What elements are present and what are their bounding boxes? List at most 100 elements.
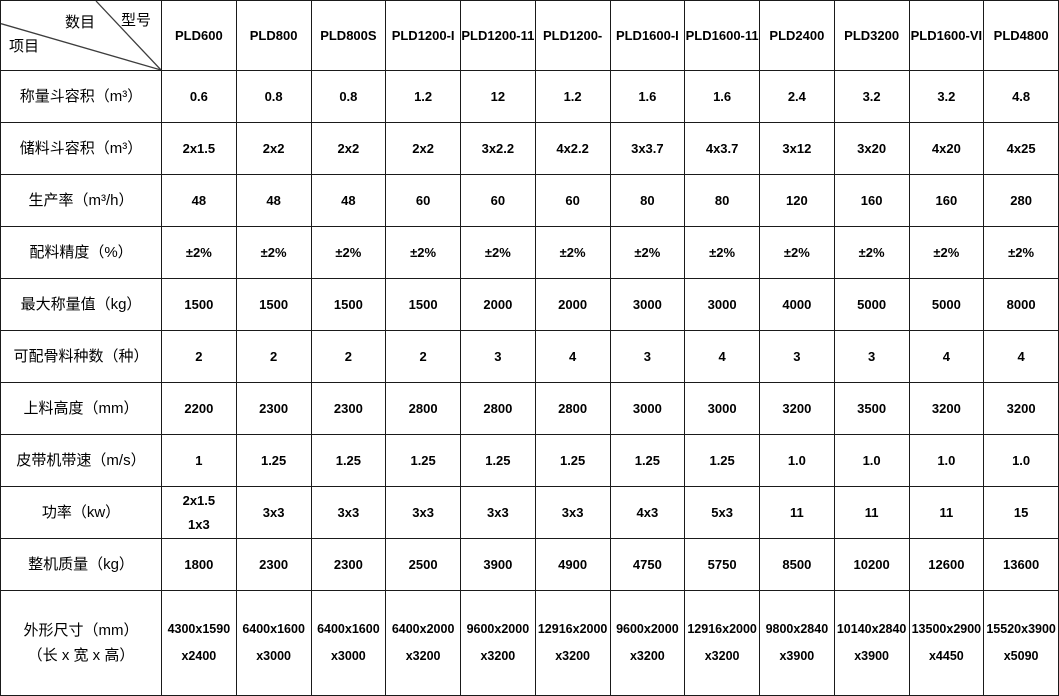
data-cell: 4 bbox=[684, 330, 760, 383]
table-row: 上料高度（mm） 2200 2300 2300 2800 2800 2800 3000 3000… bbox=[0, 382, 1059, 435]
data-cell: 6400x1600 x3000 bbox=[310, 590, 387, 696]
data-cell: 3000 bbox=[609, 382, 686, 435]
column-header-pld2400: PLD2400 bbox=[759, 0, 835, 71]
data-cell: 4x25 bbox=[983, 122, 1059, 175]
data-cell: 1500 bbox=[310, 278, 387, 331]
row-label: 配料精度（%） bbox=[0, 226, 162, 279]
data-cell: 1.2 bbox=[385, 70, 461, 123]
data-cell: ±2% bbox=[684, 226, 760, 279]
data-cell: 4300x1590 x2400 bbox=[161, 590, 237, 696]
row-label: 皮带机带速（m/s） bbox=[0, 434, 162, 487]
row-label: 外形尺寸（mm） （长 x 宽 x 高） bbox=[0, 590, 162, 696]
data-cell: 3 bbox=[833, 330, 910, 383]
data-cell: 1.6 bbox=[609, 70, 686, 123]
row-label: 称量斗容积（m³） bbox=[0, 70, 162, 123]
data-cell: 5000 bbox=[908, 278, 985, 331]
data-cell: 2300 bbox=[310, 382, 387, 435]
table-row: 称量斗容积（m³） 0.6 0.8 0.8 1.2 12 1.2 1.6 1.6 2.4 3.2 3.… bbox=[0, 70, 1059, 123]
data-cell: 0.8 bbox=[310, 70, 387, 123]
data-cell: 1.25 bbox=[235, 434, 312, 487]
data-cell: 2300 bbox=[235, 538, 312, 591]
data-cell: 9600x2000 x3200 bbox=[609, 590, 686, 696]
data-cell: 11 bbox=[833, 486, 910, 539]
column-header-pld1600-vi: PLD1600-VI bbox=[908, 0, 985, 71]
corner-cell: 数目 型号 项目 bbox=[0, 0, 162, 71]
data-cell: 2200 bbox=[161, 382, 237, 435]
data-cell: 1.0 bbox=[908, 434, 985, 487]
data-cell: 1500 bbox=[235, 278, 312, 331]
data-cell: 80 bbox=[609, 174, 686, 227]
data-cell: 15 bbox=[983, 486, 1059, 539]
data-cell: 1500 bbox=[385, 278, 461, 331]
data-cell: ±2% bbox=[908, 226, 985, 279]
data-cell: 4 bbox=[908, 330, 985, 383]
data-cell: 2x1.5 1x3 bbox=[161, 486, 237, 539]
data-cell: 4750 bbox=[609, 538, 686, 591]
data-cell: 2000 bbox=[460, 278, 536, 331]
data-cell: ±2% bbox=[310, 226, 387, 279]
data-cell: 1500 bbox=[161, 278, 237, 331]
data-cell: 4 bbox=[983, 330, 1059, 383]
row-label: 生产率（m³/h） bbox=[0, 174, 162, 227]
data-cell: 3500 bbox=[833, 382, 910, 435]
column-header-pld1200-: PLD1200- bbox=[534, 0, 611, 71]
data-cell: 2.4 bbox=[759, 70, 835, 123]
column-header-pld1200-i: PLD1200-I bbox=[385, 0, 461, 71]
data-cell: 2x2 bbox=[235, 122, 312, 175]
data-cell: 48 bbox=[161, 174, 237, 227]
header-row: 数目 型号 项目 PLD600 PLD800 PLD800S PLD1200-I PLD… bbox=[0, 0, 1059, 71]
data-cell: 60 bbox=[385, 174, 461, 227]
table-row: 整机质量（kg） 1800 2300 2300 2500 3900 4900 4750 5750… bbox=[0, 538, 1059, 591]
table-row: 外形尺寸（mm） （长 x 宽 x 高） 4300x1590 x2400 6400x16… bbox=[0, 590, 1059, 696]
data-cell: 9600x2000 x3200 bbox=[460, 590, 536, 696]
data-cell: 1.0 bbox=[759, 434, 835, 487]
data-cell: 3200 bbox=[983, 382, 1059, 435]
data-cell: 13500x2900 x4450 bbox=[908, 590, 985, 696]
table-row: 功率（kw） 2x1.5 1x3 3x3 3x3 3x3 3x3 3x3 4x3 5x3 11 11 1… bbox=[0, 486, 1059, 539]
data-cell: 160 bbox=[908, 174, 985, 227]
data-cell: 3 bbox=[460, 330, 536, 383]
data-cell: ±2% bbox=[460, 226, 536, 279]
column-header-pld800s: PLD800S bbox=[310, 0, 387, 71]
data-cell: 48 bbox=[235, 174, 312, 227]
table-row: 最大称量值（kg） 1500 1500 1500 1500 2000 2000 3000 300… bbox=[0, 278, 1059, 331]
column-header-pld800: PLD800 bbox=[235, 0, 312, 71]
row-label: 可配骨料种数（种） bbox=[0, 330, 162, 383]
data-cell: 4x3 bbox=[609, 486, 686, 539]
corner-label-shuju: 数目 bbox=[65, 14, 96, 31]
data-cell: 5000 bbox=[833, 278, 910, 331]
data-cell: 3200 bbox=[908, 382, 985, 435]
data-cell: 13600 bbox=[983, 538, 1059, 591]
data-cell: 160 bbox=[833, 174, 910, 227]
data-cell: ±2% bbox=[235, 226, 312, 279]
data-cell: 2 bbox=[235, 330, 312, 383]
row-label: 整机质量（kg） bbox=[0, 538, 162, 591]
row-label: 储料斗容积（m³） bbox=[0, 122, 162, 175]
data-cell: 3x12 bbox=[759, 122, 835, 175]
data-cell: 3.2 bbox=[833, 70, 910, 123]
data-cell: 9800x2840 x3900 bbox=[759, 590, 835, 696]
data-cell: ±2% bbox=[609, 226, 686, 279]
data-cell: 2800 bbox=[460, 382, 536, 435]
row-label: 功率（kw） bbox=[0, 486, 162, 539]
data-cell: 1.25 bbox=[310, 434, 387, 487]
data-cell: 3900 bbox=[460, 538, 536, 591]
data-cell: 2300 bbox=[235, 382, 312, 435]
data-cell: 1.25 bbox=[460, 434, 536, 487]
data-cell: ±2% bbox=[983, 226, 1059, 279]
data-cell: 2x2 bbox=[385, 122, 461, 175]
data-cell: 4900 bbox=[534, 538, 611, 591]
data-cell: 3x3 bbox=[385, 486, 461, 539]
corner-label-xiangmu: 项目 bbox=[9, 38, 40, 55]
data-cell: 8000 bbox=[983, 278, 1059, 331]
data-cell: 2800 bbox=[385, 382, 461, 435]
data-cell: 3000 bbox=[684, 382, 760, 435]
data-cell: 3x20 bbox=[833, 122, 910, 175]
data-cell: 1.0 bbox=[983, 434, 1059, 487]
data-cell: 3200 bbox=[759, 382, 835, 435]
data-cell: 3x3 bbox=[534, 486, 611, 539]
table-row: 生产率（m³/h） 48 48 48 60 60 60 80 80 120 160 160 280 bbox=[0, 174, 1059, 227]
data-cell: ±2% bbox=[385, 226, 461, 279]
column-header-pld4800: PLD4800 bbox=[983, 0, 1059, 71]
data-cell: 80 bbox=[684, 174, 760, 227]
